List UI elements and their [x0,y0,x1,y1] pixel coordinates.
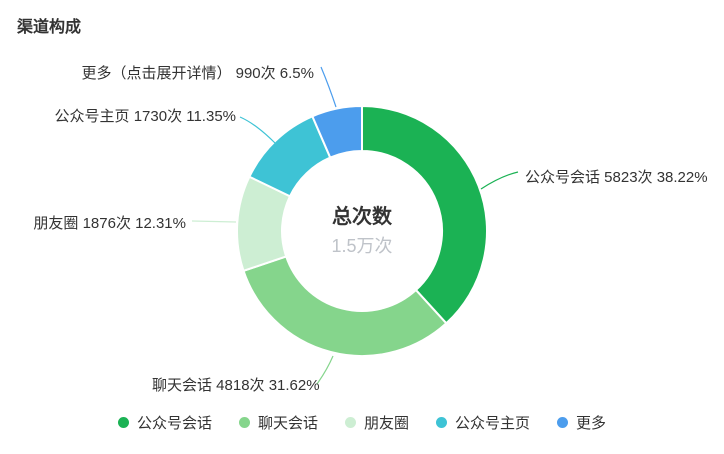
donut-slice-4[interactable] [311,104,363,159]
legend-dot-icon [344,417,356,428]
legend-item-2[interactable]: 朋友圈 [344,412,409,433]
legend-item-1[interactable]: 聊天会话 [238,412,318,433]
legend-dot-icon [238,417,250,428]
legend-item-3[interactable]: 公众号主页 [436,412,530,433]
leader-line-2 [191,220,237,223]
callout-label-official-account-session: 公众号会话 5823次 38.22% [525,169,708,186]
donut-slice-1[interactable] [242,255,448,357]
legend-label: 更多 [576,415,607,432]
leader-line-4 [320,66,337,108]
donut-slice-0[interactable] [361,104,488,325]
callout-label-moments: 朋友圈 1876次 12.31% [33,215,186,232]
legend-label: 朋友圈 [363,415,409,432]
legend-item-4[interactable]: 更多 [557,412,606,433]
leader-line-1 [316,355,334,385]
leader-line-0 [480,171,519,190]
callout-label-official-account-homepage: 公众号主页 1730次 11.35% [54,108,236,125]
legend-dot-icon [557,417,569,428]
legend-label: 聊天会话 [257,415,318,432]
chart-title: 渠道构成 [17,19,82,36]
legend-dot-icon [117,417,129,428]
legend-label: 公众号会话 [136,415,212,432]
legend-dot-icon [436,417,447,428]
leader-line-3 [239,116,276,144]
chart-legend: 公众号会话 聊天会话 朋友圈 公众号主页 更多 [0,412,724,433]
legend-label: 公众号主页 [455,415,531,432]
legend-item-0[interactable]: 公众号会话 [117,412,212,433]
callout-label-more-expand-details[interactable]: 更多（点击展开详情） 990次 6.5% [81,65,314,82]
callout-label-chat-session: 聊天会话 4818次 31.62% [152,377,320,394]
